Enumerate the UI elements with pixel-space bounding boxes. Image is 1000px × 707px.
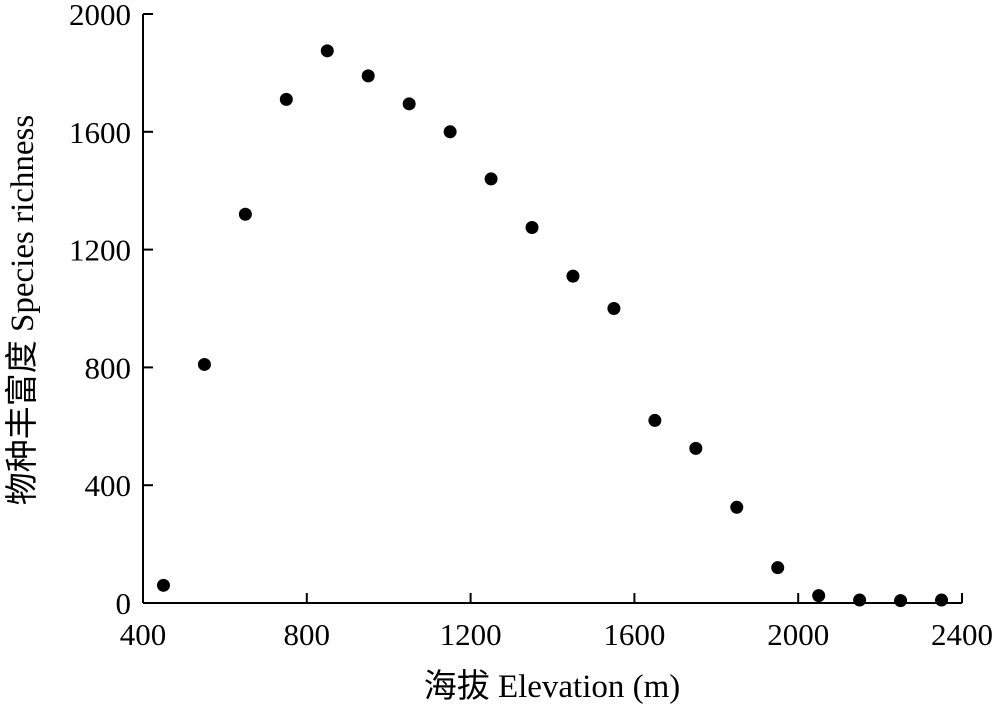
data-point (771, 561, 785, 575)
y-tick-label: 2000 (69, 0, 131, 32)
x-tick-label: 800 (284, 617, 331, 652)
data-point (648, 413, 662, 427)
data-point (443, 125, 457, 139)
y-tick-label: 0 (116, 586, 132, 621)
y-tick-label: 1200 (69, 233, 131, 268)
data-point (279, 92, 293, 106)
x-tick-label: 2000 (767, 617, 829, 652)
x-ticks: 400 800 1200 1600 2000 2400 (120, 593, 993, 652)
data-point (197, 357, 211, 371)
data-point (402, 97, 416, 111)
data-point (484, 172, 498, 186)
data-point (812, 589, 826, 603)
x-tick-label: 1600 (603, 617, 665, 652)
x-tick-label: 1200 (440, 617, 502, 652)
data-point (935, 593, 949, 607)
data-point (320, 44, 334, 58)
data-point (894, 594, 908, 608)
data-point (607, 302, 621, 315)
x-tick-label: 2400 (931, 617, 993, 652)
x-tick-label: 400 (120, 617, 167, 652)
y-tick-label: 1600 (69, 115, 131, 150)
data-point (730, 500, 744, 514)
y-tick-label: 400 (85, 468, 132, 503)
data-point (361, 69, 375, 83)
data-point (156, 578, 170, 592)
data-points (156, 44, 949, 608)
data-point (566, 269, 580, 283)
x-axis-title: 海拔 Elevation (m) (424, 668, 681, 705)
axes (142, 14, 962, 604)
data-point (525, 221, 539, 235)
data-point (689, 441, 703, 455)
y-axis-title: 物种丰富度 Species richness (4, 115, 41, 505)
data-point (238, 207, 252, 221)
y-tick-label: 800 (85, 350, 132, 385)
y-ticks: 0 400 800 1200 1600 2000 (69, 0, 153, 621)
data-point (853, 593, 867, 607)
